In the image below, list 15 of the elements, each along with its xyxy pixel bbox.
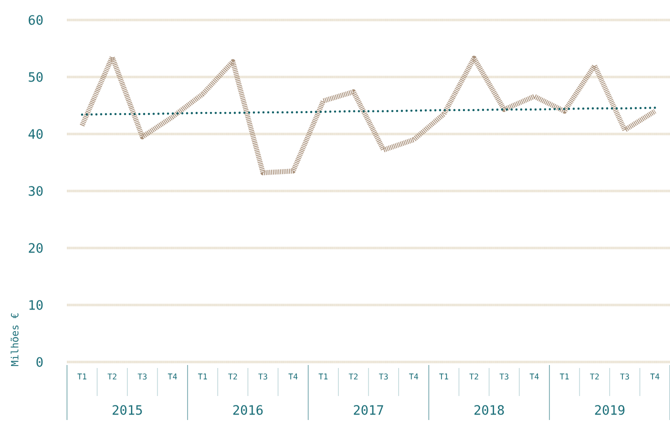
y-tick-label: 0 bbox=[36, 357, 43, 367]
line-series bbox=[80, 54, 658, 176]
y-tick-label: 40 bbox=[28, 129, 43, 139]
text: 2019 bbox=[595, 405, 624, 415]
text: 2017 bbox=[354, 405, 384, 415]
y-axis-title: Milhões € bbox=[10, 313, 18, 366]
line-series bbox=[80, 106, 656, 116]
y-tick-label: 20 bbox=[28, 243, 43, 253]
text: 2016 bbox=[233, 405, 263, 415]
text: 2015 bbox=[112, 405, 142, 415]
y-tick-label: 60 bbox=[28, 15, 43, 25]
y-tick-label: 50 bbox=[28, 72, 43, 82]
text: 2018 bbox=[474, 405, 504, 415]
y-tick-label: 10 bbox=[29, 300, 43, 310]
y-tick-label: 30 bbox=[28, 186, 43, 196]
